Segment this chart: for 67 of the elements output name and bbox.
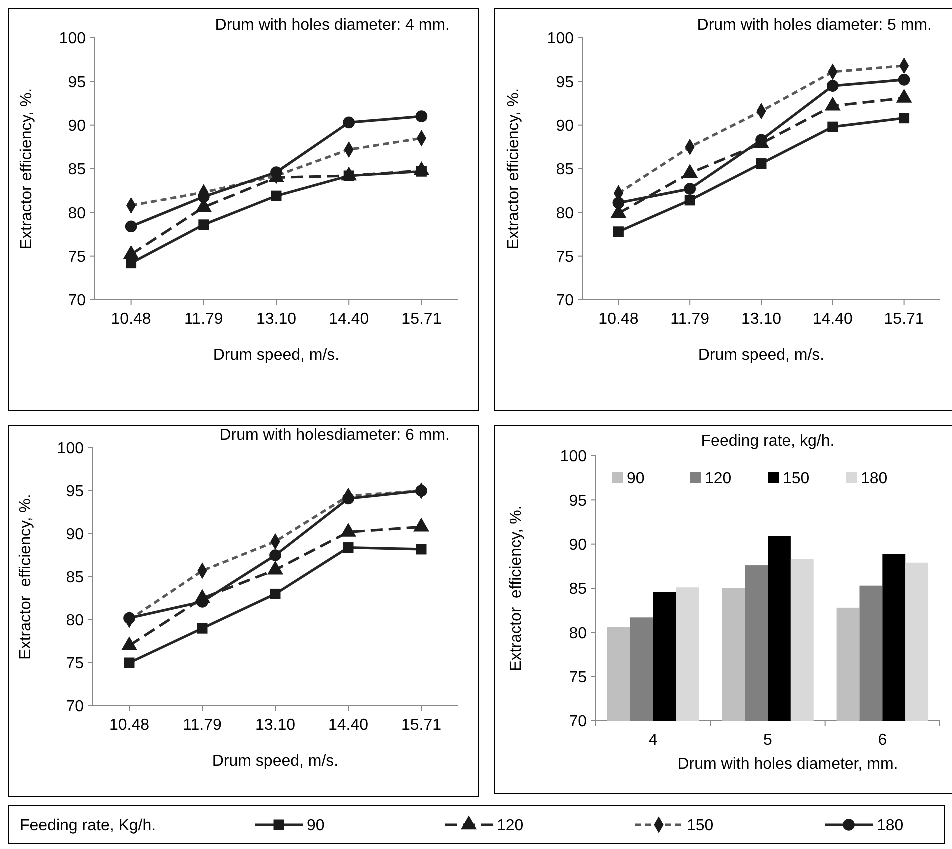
x-tick-label: 14.40 bbox=[812, 311, 854, 328]
y-tick-label: 75 bbox=[556, 248, 574, 266]
y-tick-label: 75 bbox=[68, 248, 86, 266]
legend-label: 90 bbox=[307, 818, 325, 835]
y-tick-label: 90 bbox=[66, 526, 84, 544]
legend-label: 150 bbox=[687, 818, 714, 835]
x-tick-label: 13.10 bbox=[741, 311, 782, 328]
y-tick-label: 70 bbox=[68, 292, 86, 310]
x-tick-label: 15.71 bbox=[402, 311, 442, 328]
legend-label: 180 bbox=[877, 818, 904, 835]
y-tick-label: 85 bbox=[569, 581, 588, 598]
y-tick-label: 80 bbox=[569, 625, 588, 642]
x-tick-label: 4 bbox=[648, 732, 658, 749]
x-tick-label: 5 bbox=[764, 732, 773, 749]
y-tick-label: 100 bbox=[547, 30, 574, 48]
legend-title: Feeding rate, Kg/h. bbox=[20, 818, 156, 835]
y-tick-label: 100 bbox=[57, 440, 84, 458]
y-tick-label: 70 bbox=[569, 714, 588, 731]
y-tick-label: 70 bbox=[66, 698, 84, 716]
x-tick-label: 11.79 bbox=[184, 311, 224, 328]
x-tick-label: 6 bbox=[878, 732, 888, 749]
legend-label: 120 bbox=[497, 818, 524, 835]
y-axis-title: Extractor efficiency, %. bbox=[18, 88, 36, 250]
y-tick-label: 95 bbox=[569, 492, 588, 510]
x-tick-label: 14.40 bbox=[329, 311, 370, 328]
y-tick-label: 85 bbox=[66, 570, 84, 587]
x-tick-label: 14.40 bbox=[328, 717, 369, 734]
x-axis-title: Drum speed, m/s. bbox=[698, 347, 825, 364]
chart-title: Drum with holes diameter: 4 mm. bbox=[215, 17, 450, 34]
y-tick-label: 75 bbox=[569, 669, 588, 686]
y-axis-title: Extractor efficiency, %. bbox=[18, 494, 34, 660]
legend-label: 180 bbox=[861, 470, 888, 488]
x-tick-label: 13.10 bbox=[255, 717, 296, 734]
x-axis-title: Drum speed, m/s. bbox=[212, 753, 339, 770]
x-tick-label: 10.48 bbox=[111, 311, 152, 328]
x-tick-label: 15.71 bbox=[884, 311, 924, 328]
y-tick-label: 80 bbox=[66, 612, 84, 630]
chart-title: Drum with holes diameter: 5 mm. bbox=[697, 17, 932, 34]
chart-title: Drum with holesdiameter: 6 mm. bbox=[220, 427, 450, 444]
y-tick-label: 85 bbox=[68, 162, 86, 179]
x-axis-title: Drum speed, m/s. bbox=[213, 347, 340, 364]
x-tick-label: 10.48 bbox=[598, 311, 639, 328]
y-tick-label: 90 bbox=[569, 536, 588, 554]
y-tick-label: 90 bbox=[68, 118, 86, 135]
x-tick-label: 13.10 bbox=[256, 311, 297, 328]
x-axis-title: Drum with holes diameter, mm. bbox=[678, 756, 898, 773]
x-tick-label: 15.71 bbox=[401, 717, 442, 734]
legend-title: Feeding rate, kg/h. bbox=[701, 433, 835, 450]
y-tick-label: 95 bbox=[68, 74, 86, 92]
y-tick-label: 85 bbox=[556, 162, 574, 179]
legend-label: 150 bbox=[783, 470, 810, 488]
y-tick-label: 90 bbox=[556, 118, 574, 135]
y-axis-title: Extractor efficiency, %. bbox=[508, 506, 525, 672]
y-axis-title: Extractor efficiency, %. bbox=[506, 88, 522, 250]
y-tick-label: 95 bbox=[556, 74, 574, 92]
y-tick-label: 100 bbox=[560, 448, 588, 466]
y-tick-label: 100 bbox=[59, 30, 86, 48]
x-tick-label: 11.79 bbox=[183, 717, 222, 734]
x-tick-label: 11.79 bbox=[670, 311, 710, 328]
y-tick-label: 75 bbox=[66, 656, 84, 673]
x-tick-label: 10.48 bbox=[109, 717, 150, 734]
y-tick-label: 80 bbox=[68, 205, 86, 222]
legend-label: 90 bbox=[627, 470, 645, 488]
legend-label: 120 bbox=[705, 470, 732, 488]
y-tick-label: 80 bbox=[556, 205, 574, 222]
y-tick-label: 95 bbox=[66, 484, 84, 501]
y-tick-label: 70 bbox=[556, 292, 574, 310]
